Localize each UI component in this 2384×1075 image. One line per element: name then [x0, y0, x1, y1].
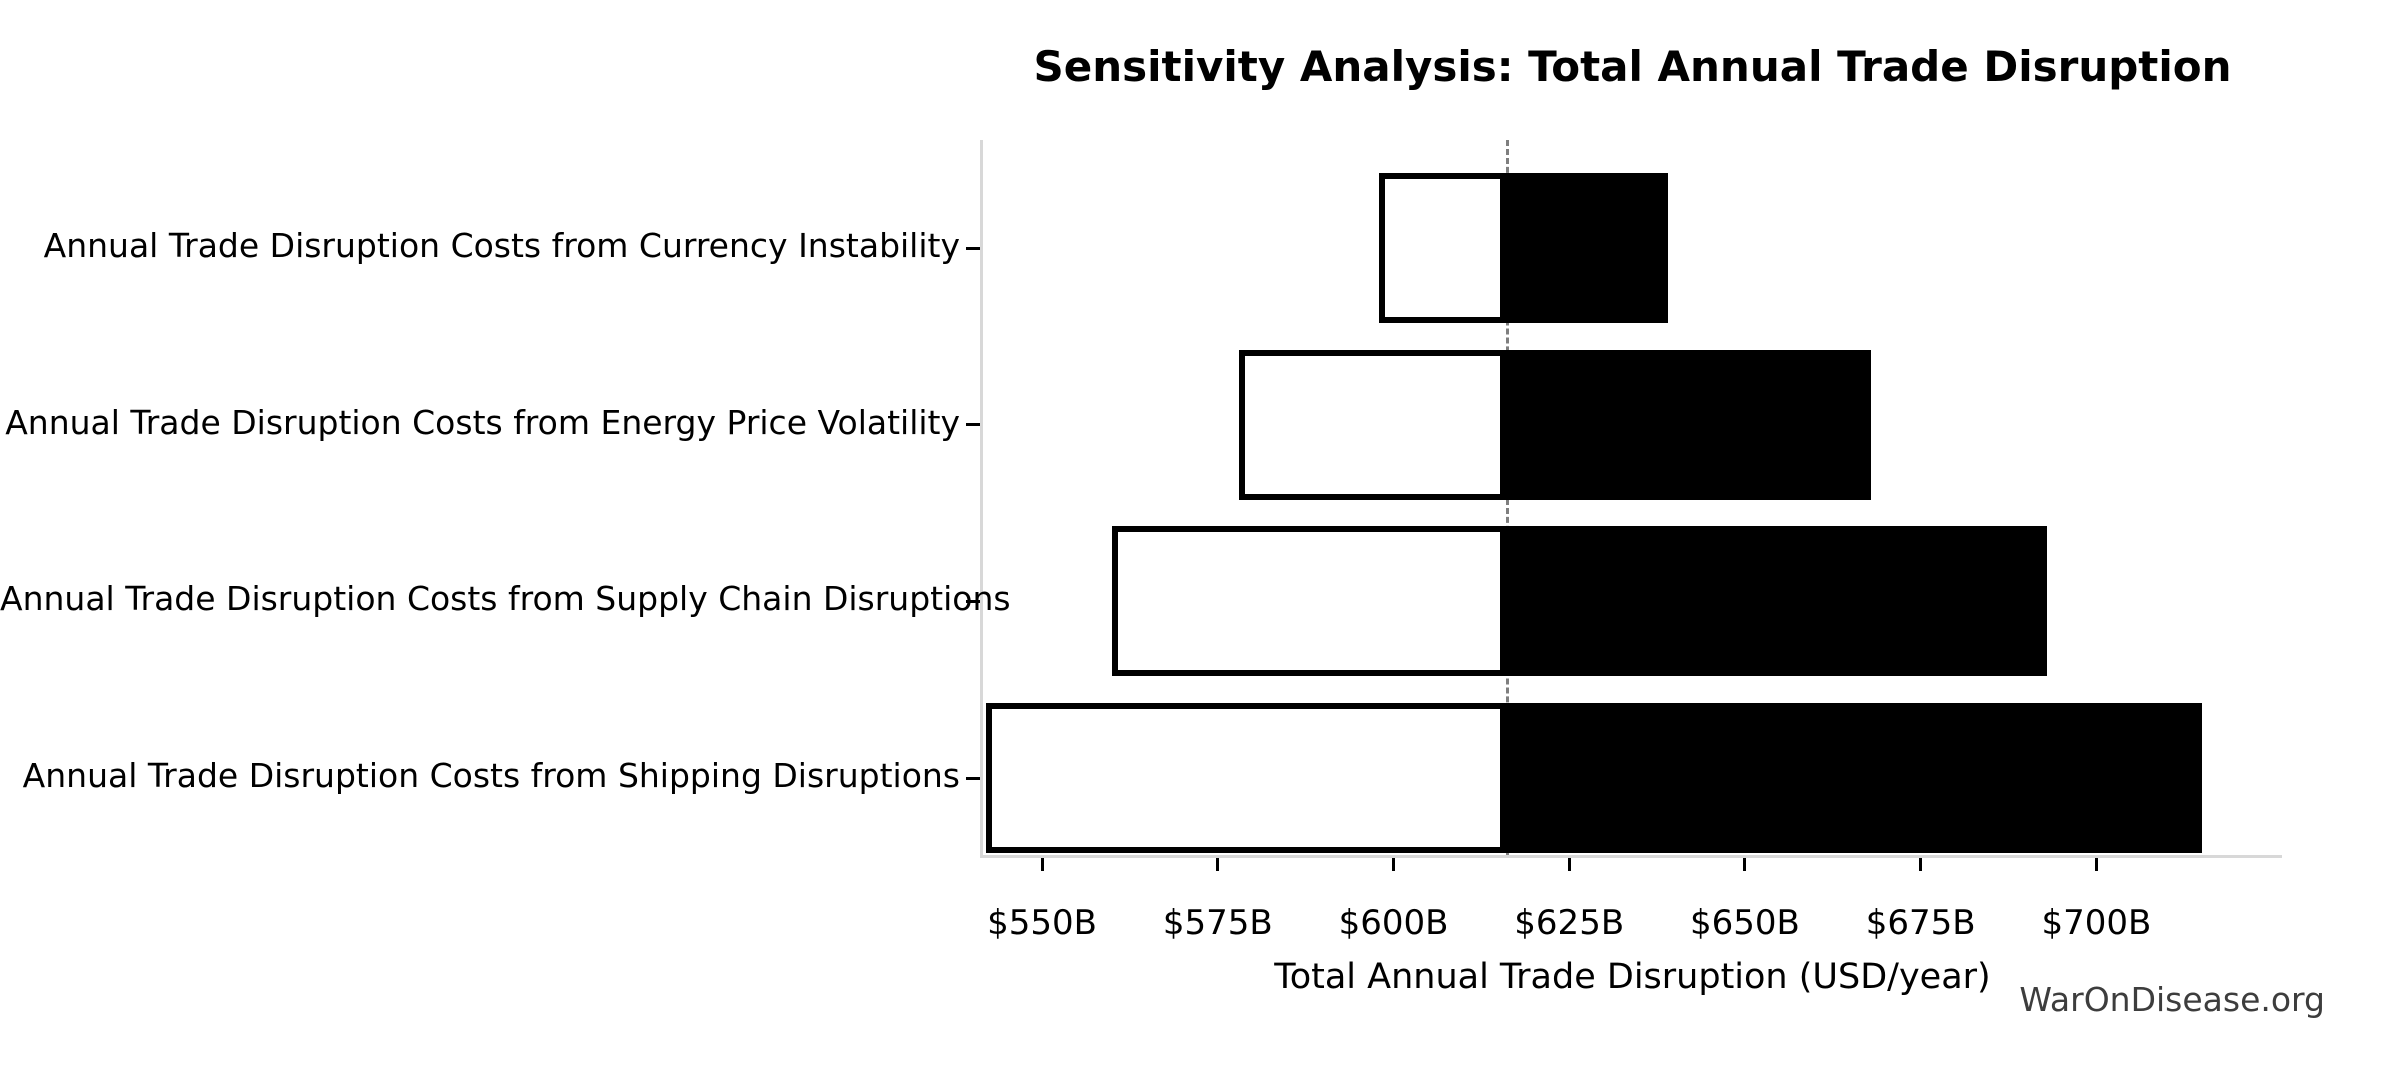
chart-title: Sensitivity Analysis: Total Annual Trade… — [1033, 42, 2232, 91]
x-axis-tick — [1567, 858, 1571, 871]
bar-low-segment — [1238, 349, 1506, 500]
x-axis-tick-label: $550B — [987, 903, 1097, 943]
bar-high-segment — [1505, 526, 2048, 677]
category-label: Annual Trade Disruption Costs from Suppl… — [0, 579, 1011, 619]
x-axis-tick — [1216, 858, 1220, 871]
category-label: Annual Trade Disruption Costs from Shipp… — [22, 756, 960, 795]
x-axis-tick-label: $625B — [1514, 903, 1625, 943]
bar-high-segment — [1505, 703, 2202, 853]
bar-low-segment — [985, 703, 1506, 853]
x-axis-tick-label: $700B — [2041, 903, 2152, 943]
y-axis-spine — [980, 140, 983, 858]
x-axis-tick-label: $600B — [1338, 903, 1449, 943]
bar-high-segment — [1505, 173, 1668, 323]
bar-low-segment — [1112, 526, 1506, 677]
category-label: Annual Trade Disruption Costs from Energ… — [5, 402, 960, 442]
y-axis-tick — [966, 776, 980, 780]
x-axis-tick — [1392, 858, 1395, 871]
y-axis-tick — [966, 599, 980, 603]
plot-area — [980, 140, 2282, 858]
y-axis-tick — [966, 423, 980, 427]
x-axis-label: Total Annual Trade Disruption (USD/year) — [1274, 957, 1991, 997]
x-axis-tick-label: $575B — [1162, 903, 1273, 943]
x-axis-tick-label: $650B — [1690, 903, 1800, 943]
x-axis-tick-label: $675B — [1865, 903, 1976, 943]
y-axis-tick — [966, 246, 980, 250]
watermark: WarOnDisease.org — [2019, 980, 2325, 1019]
x-axis-tick — [1919, 858, 1923, 871]
category-label: Annual Trade Disruption Costs from Curre… — [43, 226, 960, 265]
bar-high-segment — [1505, 349, 1872, 500]
x-axis-tick — [1743, 858, 1747, 871]
x-axis-tick — [1040, 858, 1044, 871]
x-axis-tick — [2094, 858, 2098, 871]
x-axis-spine — [980, 855, 2282, 858]
bar-low-segment — [1379, 173, 1506, 323]
